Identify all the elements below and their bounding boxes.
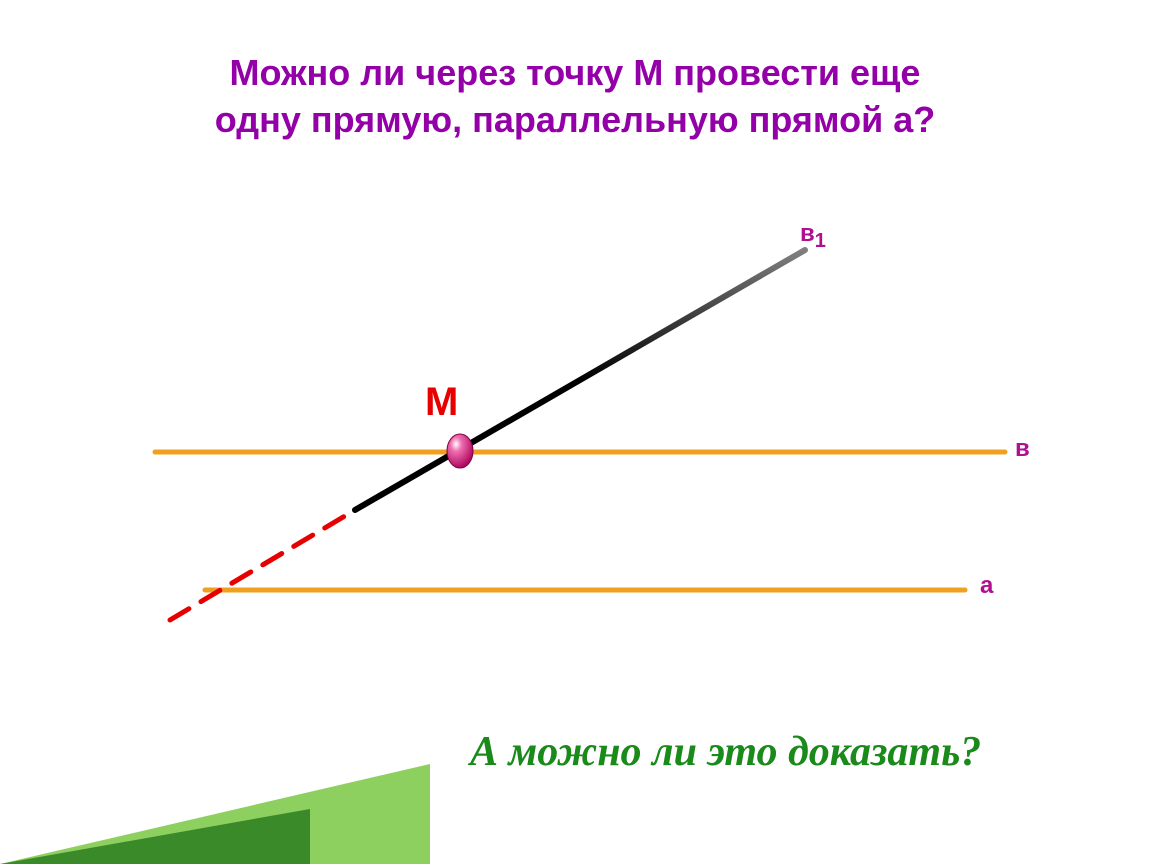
- label-b1: в1: [800, 220, 826, 253]
- dashed-extension: [170, 510, 355, 620]
- footer-question: А можно ли это доказать?: [470, 728, 981, 776]
- label-b: в: [1015, 435, 1030, 463]
- geometry-diagram: а в в1 М: [130, 220, 1010, 650]
- label-a: а: [980, 572, 993, 600]
- title-line1: Можно ли через точку М провести еще: [230, 52, 921, 93]
- line-b1: [355, 250, 805, 510]
- title-line2: одну прямую, параллельную прямой а?: [215, 99, 935, 140]
- question-title: Можно ли через точку М провести еще одну…: [0, 50, 1150, 144]
- diagram-svg: [130, 220, 1010, 650]
- label-m: М: [425, 380, 458, 425]
- point-m: [447, 434, 473, 468]
